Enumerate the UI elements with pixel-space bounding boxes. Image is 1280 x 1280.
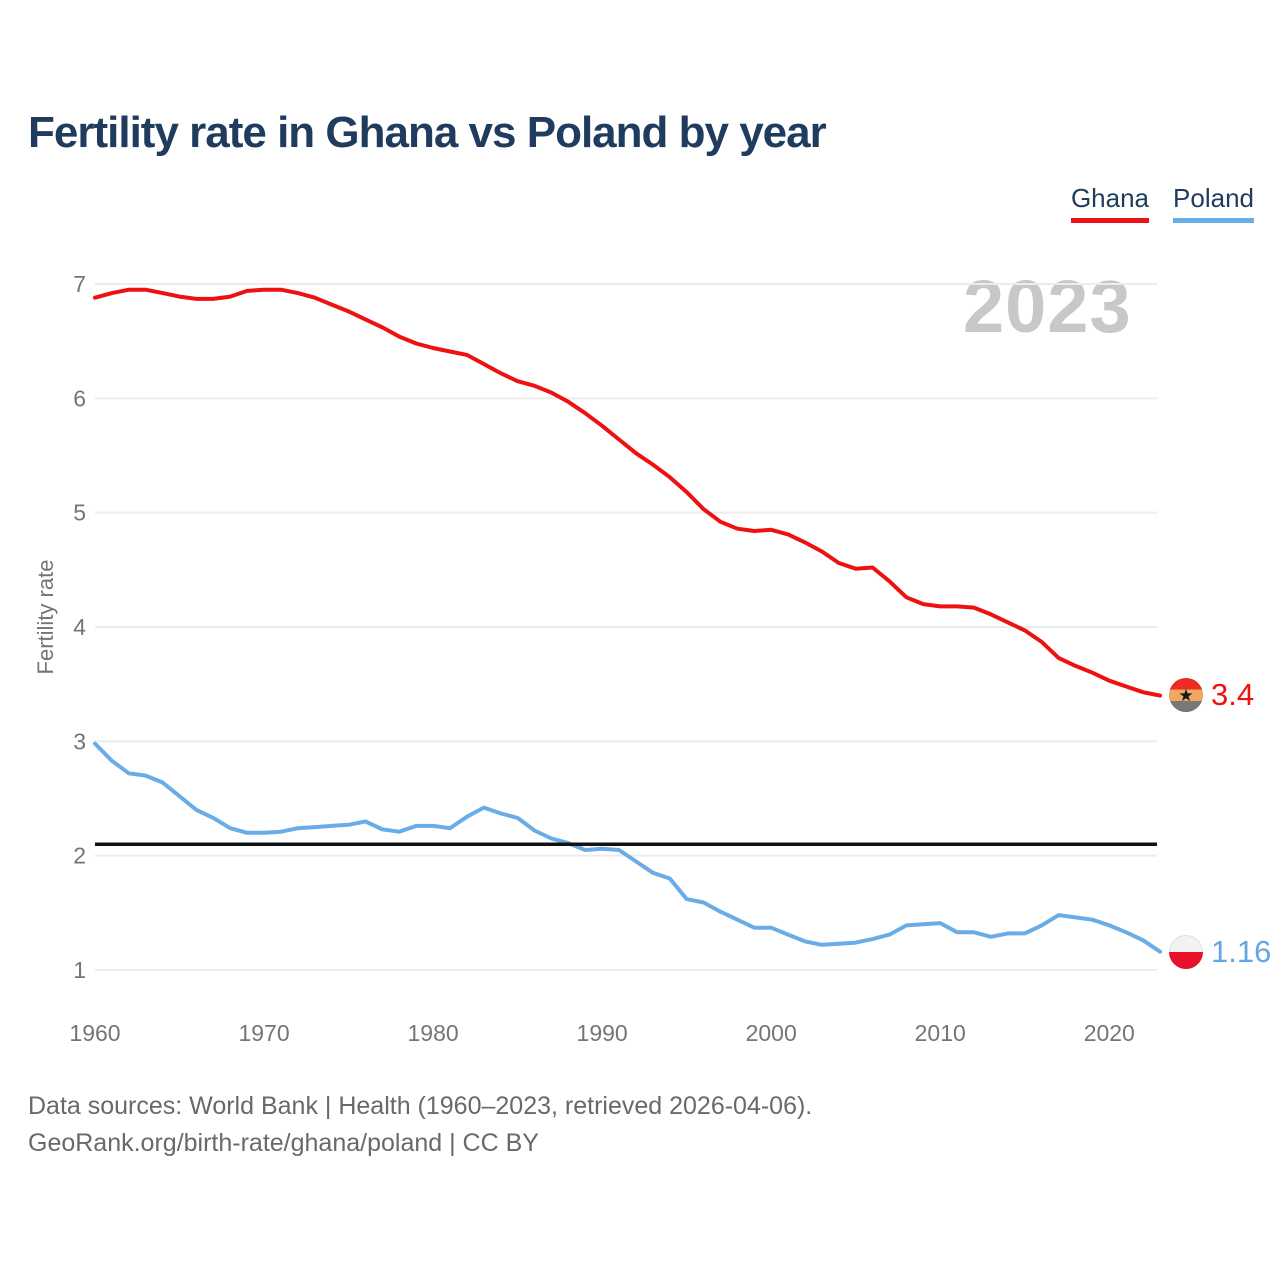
footer-attribution-line: GeoRank.org/birth-rate/ghana/poland | CC… xyxy=(28,1129,539,1157)
ghana-flag-star-icon: ★ xyxy=(1178,685,1194,705)
poland-flag-badge xyxy=(1169,935,1203,969)
x-tick-label-2010: 2010 xyxy=(915,1020,966,1046)
x-tick-label-1990: 1990 xyxy=(577,1020,628,1046)
y-tick-label-5: 5 xyxy=(73,500,86,526)
x-tick-label-2000: 2000 xyxy=(746,1020,797,1046)
series-line-ghana xyxy=(93,287,1162,698)
poland-end-value: 1.16 xyxy=(1211,934,1272,969)
ghana-end-value: 3.4 xyxy=(1211,677,1255,712)
y-tick-label-2: 2 xyxy=(73,843,86,869)
page-title: Fertility rate in Ghana vs Poland by yea… xyxy=(28,108,827,157)
y-tick-label-6: 6 xyxy=(73,385,86,411)
x-tick-label-1960: 1960 xyxy=(69,1020,120,1046)
watermark-year: 2023 xyxy=(963,265,1132,348)
series-line-poland xyxy=(93,741,1162,954)
x-tick-label-1980: 1980 xyxy=(408,1020,459,1046)
legend: Ghana Poland xyxy=(1070,183,1254,223)
source-footer: Data sources: World Bank | Health (1960–… xyxy=(28,1088,812,1162)
x-tick-label-2020: 2020 xyxy=(1084,1020,1135,1046)
ghana-flag-badge: ★ xyxy=(1169,678,1203,712)
y-tick-label-4: 4 xyxy=(73,614,86,640)
legend-item-poland[interactable]: Poland xyxy=(1173,183,1254,223)
y-tick-label-7: 7 xyxy=(73,271,86,297)
y-tick-label-3: 3 xyxy=(73,728,86,754)
legend-item-ghana[interactable]: Ghana xyxy=(1070,183,1150,223)
footer-sources-line: Data sources: World Bank | Health (1960–… xyxy=(28,1092,813,1120)
y-tick-label-1: 1 xyxy=(73,957,86,983)
x-tick-label-1970: 1970 xyxy=(238,1020,289,1046)
